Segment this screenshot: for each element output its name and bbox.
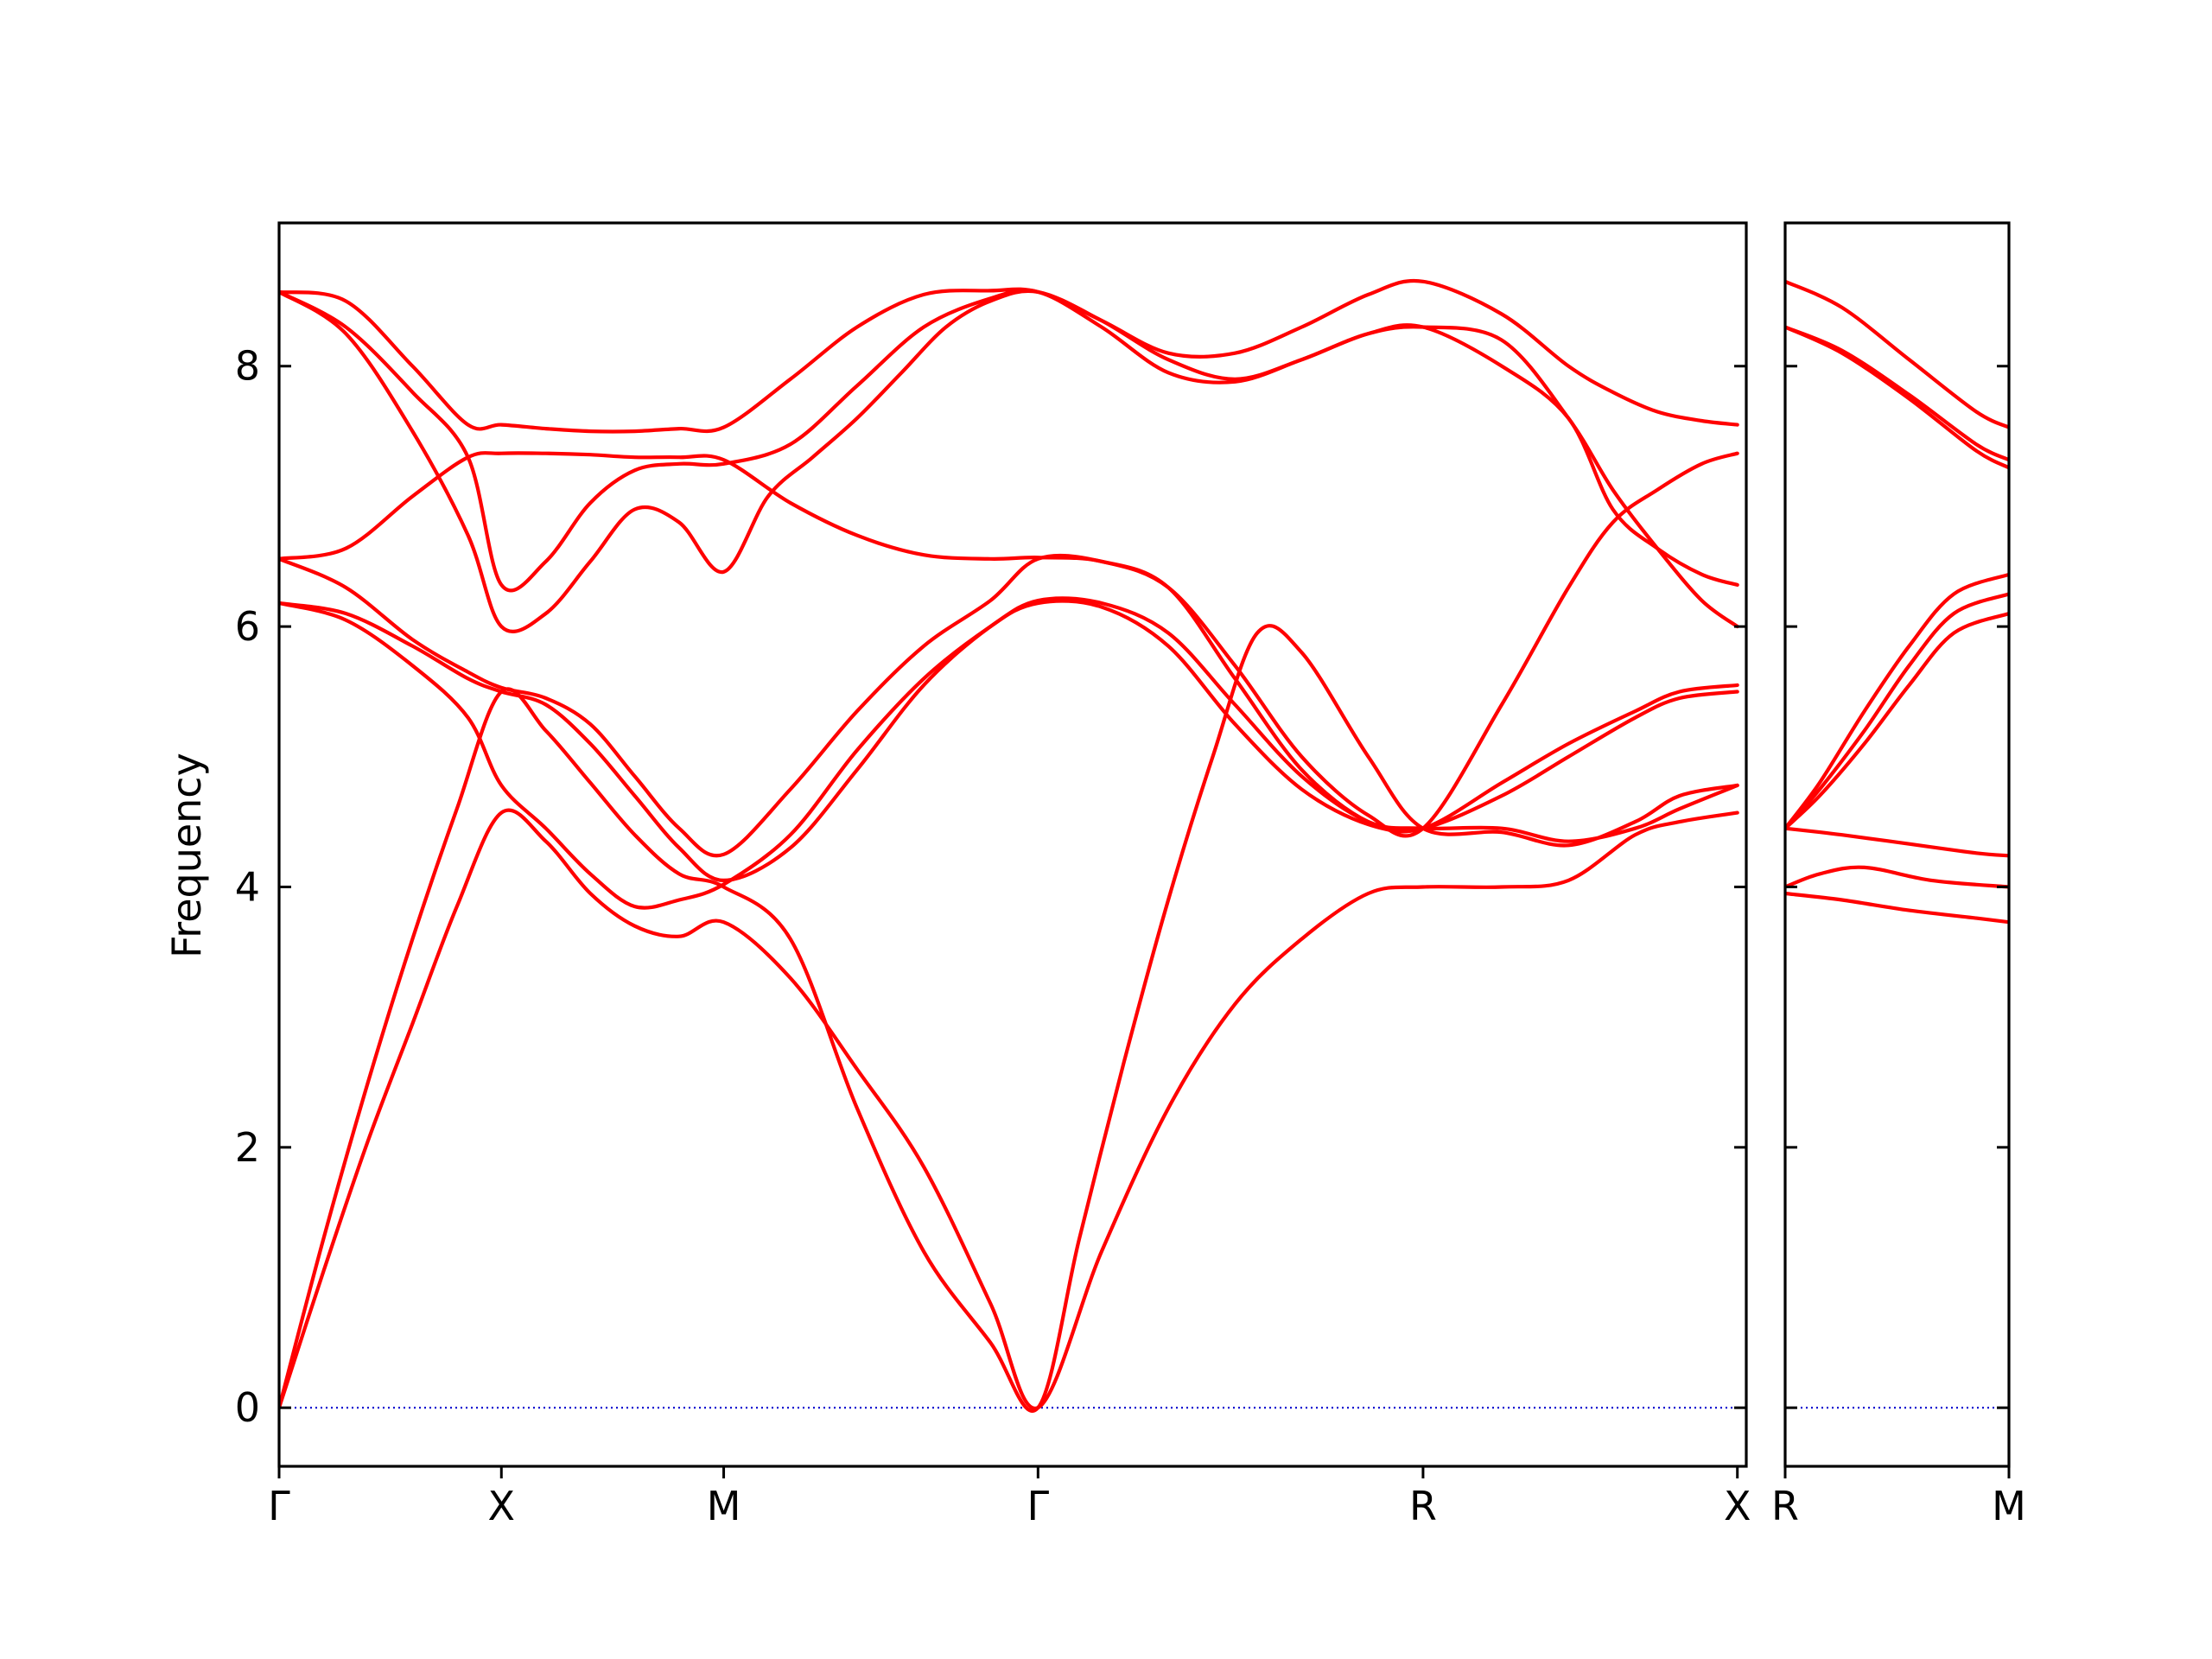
band-line-5	[1785, 592, 2009, 830]
band-line-6	[279, 451, 1739, 838]
x-tick-label: M	[1992, 1483, 2026, 1529]
plot-frame	[1783, 221, 2011, 1468]
band-line-2	[279, 624, 1739, 1413]
main-panel: 0 2 4 6 8 Γ X M Γ R X	[235, 221, 1751, 1529]
band-line-3	[279, 596, 1739, 910]
y-tick-label: 8	[235, 343, 260, 390]
x-tick-label: Γ	[268, 1483, 290, 1529]
band-lines	[279, 278, 1739, 1413]
band-line-9	[279, 289, 1739, 633]
band-lines	[1785, 279, 2009, 925]
x-tick-label: R	[1771, 1483, 1799, 1529]
band-line-4	[1785, 611, 2009, 830]
band-line-8	[279, 278, 1739, 434]
y-axis-label: Frequency	[163, 753, 210, 958]
band-line-6	[1785, 572, 2009, 830]
x-tick-label: M	[707, 1483, 741, 1529]
y-tick-label: 4	[235, 863, 260, 910]
x-tick-label: Γ	[1027, 1483, 1050, 1529]
band-line-1	[279, 808, 1739, 1410]
band-line-1	[1785, 891, 2009, 925]
band-line-5	[279, 553, 1739, 858]
x-tick-label: X	[488, 1483, 516, 1529]
band-line-3	[1785, 826, 2009, 858]
y-tick-label: 0	[235, 1384, 260, 1431]
band-line-9	[1785, 279, 2009, 429]
plot-frame	[277, 221, 1748, 1468]
y-tick-label: 2	[235, 1124, 260, 1171]
x-tick-label: R	[1409, 1483, 1437, 1529]
y-tick-label: 6	[235, 603, 260, 650]
band-line-2	[1785, 865, 2009, 889]
band-line-7	[279, 288, 1739, 593]
band-line-8	[1785, 325, 2009, 462]
x-tick-label: X	[1724, 1483, 1751, 1529]
band-line-4	[279, 599, 1739, 882]
